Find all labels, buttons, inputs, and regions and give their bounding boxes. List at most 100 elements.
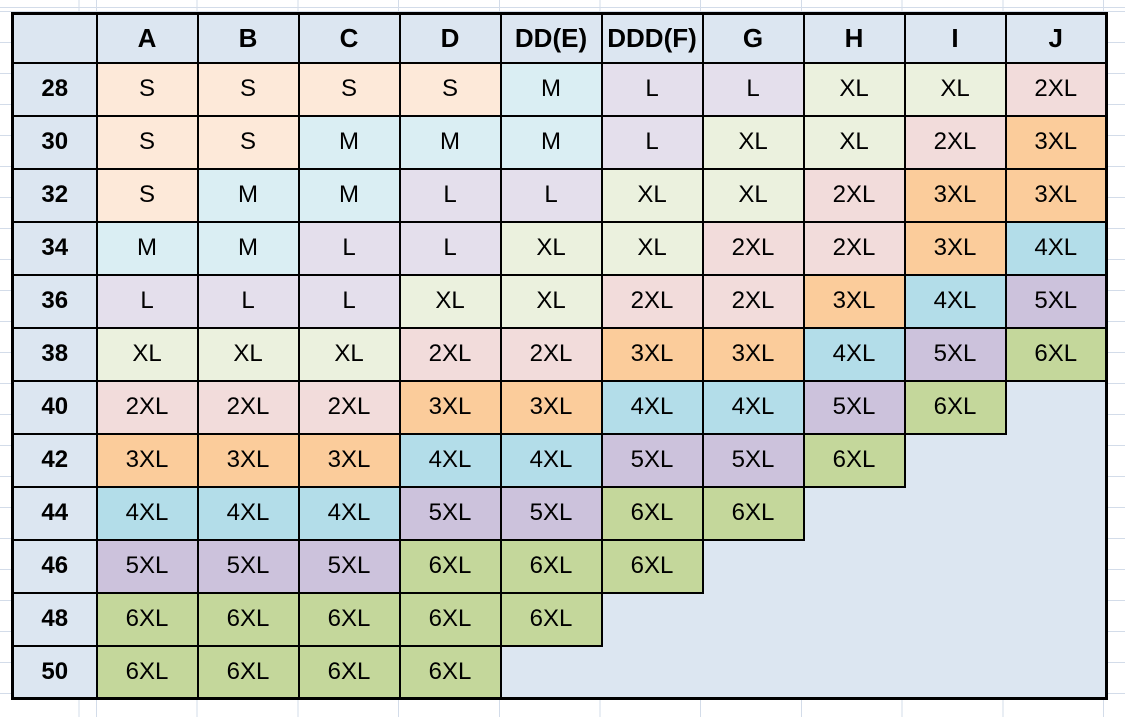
size-cell[interactable]: L (600, 61, 704, 117)
size-cell[interactable]: XL (95, 326, 199, 382)
size-cell[interactable]: XL (701, 114, 805, 170)
size-cell[interactable]: 5XL (95, 538, 199, 594)
column-header-A[interactable]: A (95, 12, 199, 64)
row-header-46[interactable]: 46 (11, 538, 98, 594)
empty-cell[interactable] (1005, 592, 1107, 646)
size-cell[interactable]: 6XL (95, 591, 199, 647)
size-cell[interactable]: 3XL (95, 432, 199, 488)
size-cell[interactable]: 4XL (1004, 220, 1108, 276)
size-cell[interactable]: XL (499, 220, 603, 276)
row-header-30[interactable]: 30 (11, 114, 98, 170)
column-header-G[interactable]: G (701, 12, 805, 64)
empty-cell[interactable] (904, 539, 1006, 593)
size-cell[interactable]: 3XL (903, 220, 1007, 276)
size-cell[interactable]: 6XL (398, 644, 502, 700)
empty-cell[interactable] (601, 645, 703, 699)
size-cell[interactable]: M (196, 167, 300, 223)
size-cell[interactable]: S (95, 167, 199, 223)
size-cell[interactable]: 6XL (297, 591, 401, 647)
row-header-36[interactable]: 36 (11, 273, 98, 329)
size-cell[interactable]: 5XL (600, 432, 704, 488)
size-cell[interactable]: 4XL (903, 273, 1007, 329)
empty-cell[interactable] (1005, 433, 1107, 487)
empty-cell[interactable] (601, 592, 703, 646)
size-cell[interactable]: S (196, 114, 300, 170)
size-cell[interactable]: 2XL (903, 114, 1007, 170)
size-cell[interactable]: 5XL (903, 326, 1007, 382)
size-cell[interactable]: 2XL (600, 273, 704, 329)
size-cell[interactable]: 4XL (95, 485, 199, 541)
empty-cell[interactable] (1005, 380, 1107, 434)
empty-cell[interactable] (803, 592, 905, 646)
size-cell[interactable]: L (398, 220, 502, 276)
size-cell[interactable]: 3XL (499, 379, 603, 435)
size-cell[interactable]: 4XL (802, 326, 906, 382)
size-cell[interactable]: 6XL (499, 538, 603, 594)
empty-cell[interactable] (904, 592, 1006, 646)
size-cell[interactable]: 3XL (297, 432, 401, 488)
size-cell[interactable]: 5XL (297, 538, 401, 594)
empty-cell[interactable] (904, 433, 1006, 487)
size-cell[interactable]: S (297, 61, 401, 117)
row-header-32[interactable]: 32 (11, 167, 98, 223)
size-cell[interactable]: 2XL (802, 220, 906, 276)
size-cell[interactable]: 6XL (499, 591, 603, 647)
size-cell[interactable]: XL (196, 326, 300, 382)
size-cell[interactable]: 3XL (196, 432, 300, 488)
size-cell[interactable]: 4XL (600, 379, 704, 435)
column-header-DDD(F)[interactable]: DDD(F) (600, 12, 704, 64)
size-cell[interactable]: M (297, 167, 401, 223)
empty-cell[interactable] (803, 539, 905, 593)
size-cell[interactable]: 2XL (701, 220, 805, 276)
size-cell[interactable]: XL (600, 220, 704, 276)
corner-cell[interactable] (11, 12, 98, 64)
size-cell[interactable]: 6XL (903, 379, 1007, 435)
empty-cell[interactable] (904, 645, 1006, 699)
empty-cell[interactable] (702, 539, 804, 593)
size-cell[interactable]: 6XL (196, 591, 300, 647)
size-cell[interactable]: L (196, 273, 300, 329)
size-cell[interactable]: XL (701, 167, 805, 223)
empty-cell[interactable] (904, 486, 1006, 540)
size-cell[interactable]: M (398, 114, 502, 170)
row-header-42[interactable]: 42 (11, 432, 98, 488)
row-header-44[interactable]: 44 (11, 485, 98, 541)
size-cell[interactable]: S (95, 61, 199, 117)
column-header-J[interactable]: J (1004, 12, 1108, 64)
size-cell[interactable]: 4XL (398, 432, 502, 488)
size-cell[interactable]: L (600, 114, 704, 170)
row-header-34[interactable]: 34 (11, 220, 98, 276)
size-cell[interactable]: 6XL (398, 538, 502, 594)
size-cell[interactable]: 6XL (600, 538, 704, 594)
row-header-40[interactable]: 40 (11, 379, 98, 435)
size-cell[interactable]: XL (802, 61, 906, 117)
empty-cell[interactable] (500, 645, 602, 699)
column-header-C[interactable]: C (297, 12, 401, 64)
row-header-38[interactable]: 38 (11, 326, 98, 382)
size-cell[interactable]: 4XL (196, 485, 300, 541)
size-cell[interactable]: 3XL (701, 326, 805, 382)
empty-cell[interactable] (1005, 539, 1107, 593)
size-cell[interactable]: 5XL (1004, 273, 1108, 329)
size-cell[interactable]: 2XL (802, 167, 906, 223)
size-cell[interactable]: 5XL (802, 379, 906, 435)
size-cell[interactable]: L (398, 167, 502, 223)
column-header-H[interactable]: H (802, 12, 906, 64)
size-cell[interactable]: 5XL (499, 485, 603, 541)
empty-cell[interactable] (1005, 486, 1107, 540)
size-cell[interactable]: L (297, 273, 401, 329)
size-cell[interactable]: 4XL (297, 485, 401, 541)
column-header-I[interactable]: I (903, 12, 1007, 64)
size-cell[interactable]: M (297, 114, 401, 170)
empty-cell[interactable] (702, 592, 804, 646)
size-cell[interactable]: 3XL (903, 167, 1007, 223)
size-cell[interactable]: 3XL (802, 273, 906, 329)
size-cell[interactable]: 2XL (499, 326, 603, 382)
size-cell[interactable]: 4XL (701, 379, 805, 435)
column-header-D[interactable]: D (398, 12, 502, 64)
size-cell[interactable]: 4XL (499, 432, 603, 488)
size-cell[interactable]: 6XL (398, 591, 502, 647)
row-header-48[interactable]: 48 (11, 591, 98, 647)
size-cell[interactable]: 5XL (701, 432, 805, 488)
size-cell[interactable]: XL (297, 326, 401, 382)
